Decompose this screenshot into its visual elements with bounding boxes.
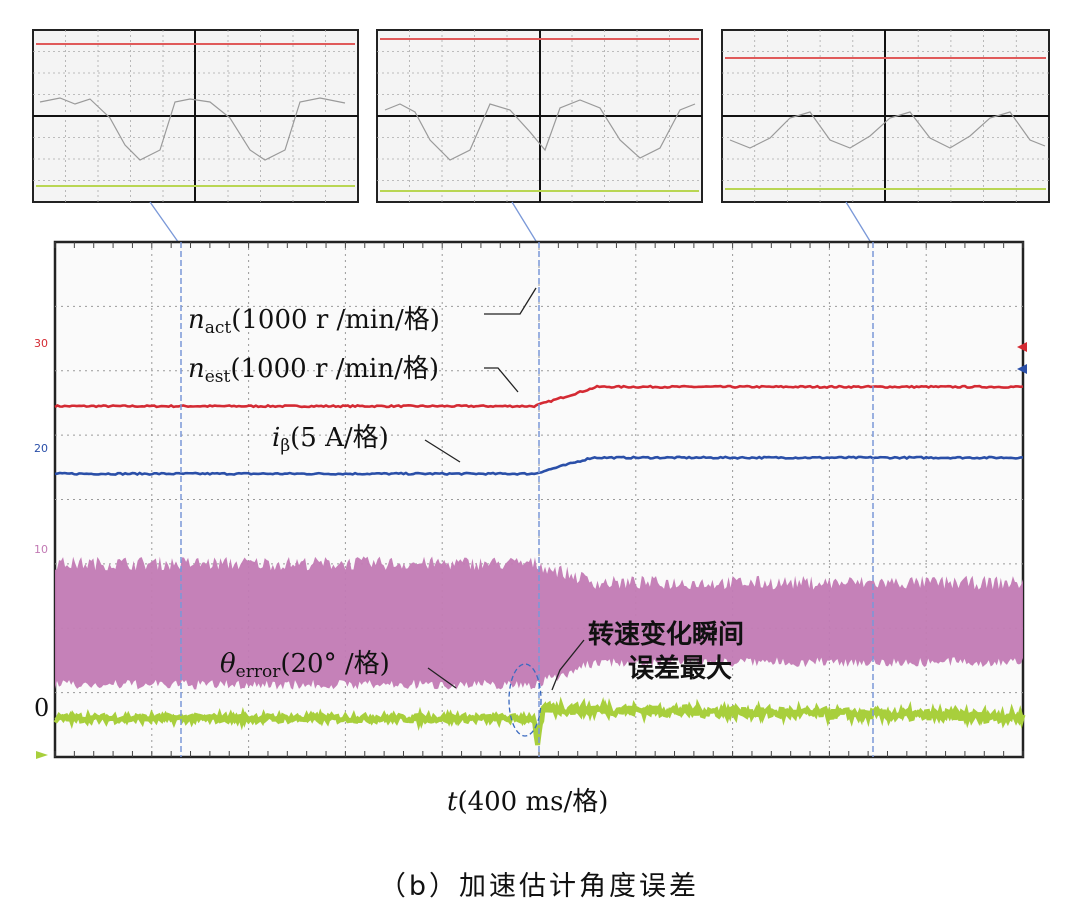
series-labels: nact(1000 r /min/格) nest(1000 r /min/格) …: [188, 287, 537, 689]
red-channel-arrow-right: [1017, 342, 1027, 352]
annotation-line-1: 转速变化瞬间: [588, 619, 744, 650]
i-beta-leader: [424, 439, 461, 463]
plot-area: [53, 240, 1026, 759]
zero-label: 0: [34, 694, 49, 722]
zoom-inset-middle: [376, 29, 703, 203]
annotation-leader: [551, 639, 585, 691]
zoom-inset-right: [721, 29, 1050, 203]
n-est-label: nest(1000 r /min/格): [188, 354, 439, 387]
figure-caption: （b）加速估计角度误差: [379, 871, 699, 902]
inset-gray-trace-middle: [384, 99, 696, 161]
channel-marker-2: 20: [34, 442, 48, 455]
theta-error-leader: [427, 667, 457, 689]
channel-marker-3: 10: [34, 543, 48, 556]
theta-error-label: θerror(20° /格): [220, 649, 390, 682]
inset-gray-trace-right: [729, 111, 1046, 149]
x-axis-label: t(400 ms/格): [447, 787, 608, 817]
zoom-inset-left: [32, 29, 359, 203]
annotation-line-2: 误差最大: [628, 653, 732, 684]
channel-marker-1: 30: [34, 337, 48, 350]
blue-channel-arrow-right: [1017, 364, 1027, 374]
i-beta-label: iβ(5 A/格): [272, 423, 389, 456]
n-est-leader: [484, 367, 519, 393]
spike-annotation: 转速变化瞬间 误差最大: [551, 619, 744, 691]
inset-gray-trace-left: [39, 97, 346, 161]
n-act-leader: [484, 287, 537, 315]
error-spike-highlight: [508, 663, 542, 737]
n-act-label: nact(1000 r /min/格): [188, 305, 440, 338]
green-channel-arrow: [36, 751, 48, 759]
zoom-connectors: [149, 201, 874, 247]
channel-markers: 30 20 10 0: [34, 337, 1027, 759]
